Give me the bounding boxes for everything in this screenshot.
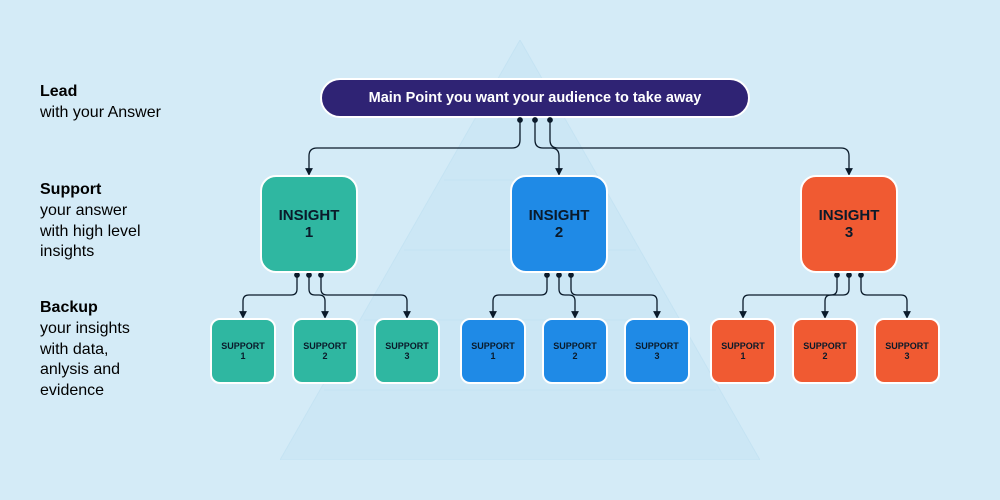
label-support: Support your answer with high level insi…	[40, 180, 220, 263]
insight-box-3: INSIGHT3	[800, 175, 898, 273]
diagram-canvas: Lead with your Answer Support your answe…	[0, 0, 1000, 500]
main-point-text: Main Point you want your audience to tak…	[369, 90, 702, 106]
insight-box-2: INSIGHT2	[510, 175, 608, 273]
insight-box-1: INSIGHT1	[260, 175, 358, 273]
support-box-3-3: SUPPORT3	[874, 318, 940, 384]
label-lead: Lead with your Answer	[40, 82, 220, 124]
support-box-2-2: SUPPORT2	[542, 318, 608, 384]
support-box-3-2: SUPPORT2	[792, 318, 858, 384]
support-box-2-3: SUPPORT3	[624, 318, 690, 384]
main-point-pill: Main Point you want your audience to tak…	[320, 78, 750, 118]
label-support-title: Support	[40, 180, 220, 201]
label-backup-title: Backup	[40, 298, 220, 319]
label-lead-title: Lead	[40, 82, 220, 103]
support-box-1-3: SUPPORT3	[374, 318, 440, 384]
support-box-1-2: SUPPORT2	[292, 318, 358, 384]
support-box-1-1: SUPPORT1	[210, 318, 276, 384]
support-box-3-1: SUPPORT1	[710, 318, 776, 384]
support-box-2-1: SUPPORT1	[460, 318, 526, 384]
label-backup: Backup your insights with data, anlysis …	[40, 298, 220, 402]
label-lead-sub: with your Answer	[40, 103, 220, 124]
